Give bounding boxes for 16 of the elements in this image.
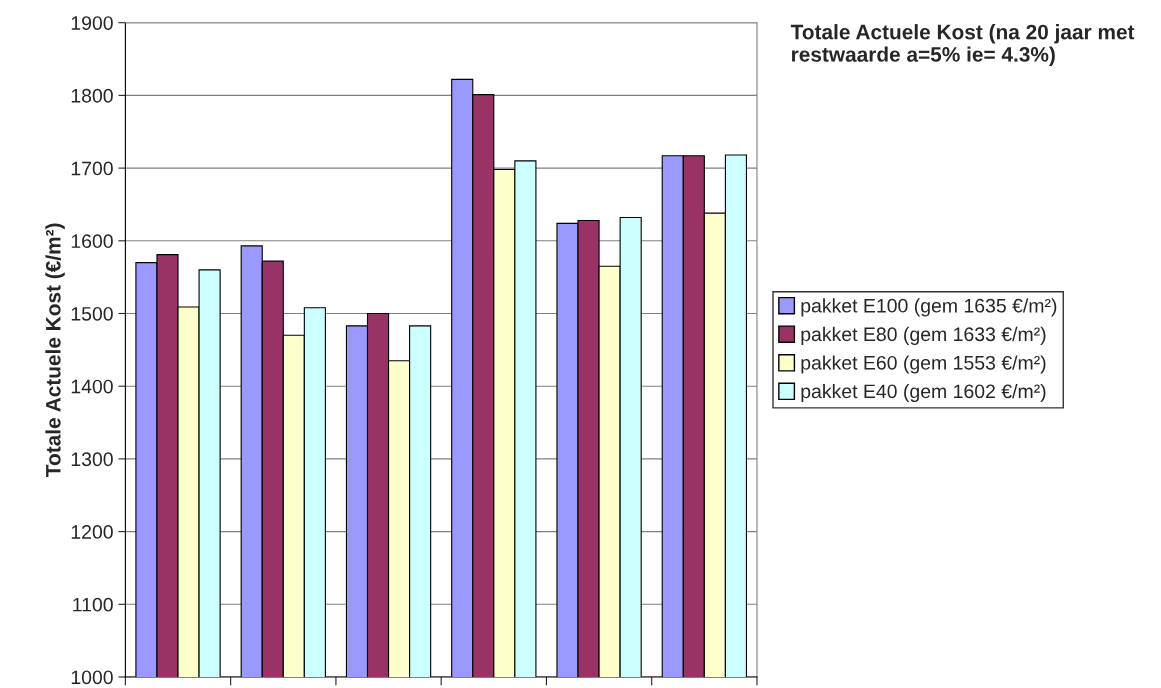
- y-tick-label: 1100: [73, 597, 113, 612]
- y-tick-label: 1600: [71, 234, 113, 249]
- legend-label: pakket E40 (gem 1602 €/m²): [801, 383, 1046, 403]
- y-tick-label: 1200: [71, 525, 113, 539]
- y-axis-title: Totale Actuele Kost (€/m²): [45, 223, 65, 477]
- y-tick-label: 1800: [71, 88, 113, 103]
- legend-label: pakket E80 (gem 1633 €/m²): [801, 326, 1046, 345]
- y-tick-label: 1300: [71, 452, 113, 467]
- y-tick-label: 1500: [71, 306, 113, 321]
- legend-label: pakket E100 (gem 1635 €/m²): [801, 298, 1057, 317]
- text: Totale Actuele Kost (na 20 jaar met restwaarde a=5% ie= 4.3%): [790, 24, 1135, 66]
- y-tick-label: 1900: [71, 16, 113, 30]
- y-tick-label: 1000: [71, 670, 113, 685]
- legend-label: pakket E60 (gem 1553 €/m²): [801, 355, 1046, 374]
- y-tick-label: 1400: [71, 379, 113, 394]
- y-tick-label: 1700: [71, 161, 113, 176]
